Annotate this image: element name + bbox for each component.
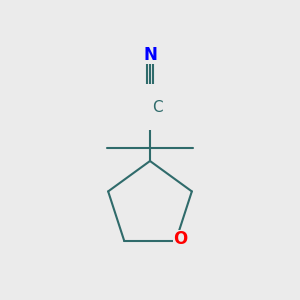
Text: N: N — [143, 46, 157, 64]
Text: C: C — [152, 100, 162, 115]
Text: O: O — [173, 230, 187, 247]
